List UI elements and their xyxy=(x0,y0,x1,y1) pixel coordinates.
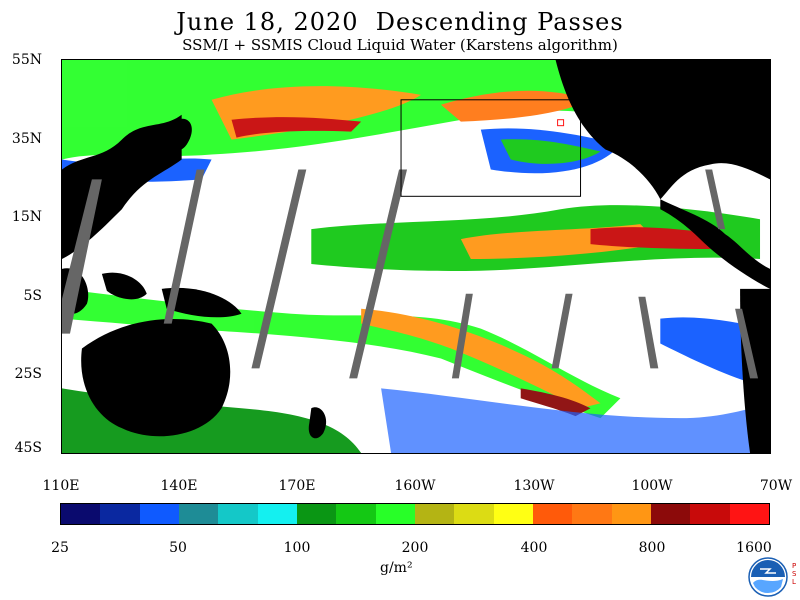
lon-label-160w: 160W xyxy=(394,478,436,494)
colorbar-swatch xyxy=(218,504,258,524)
colorbar-swatch xyxy=(493,504,533,524)
lat-label-25s: 25S xyxy=(14,366,42,382)
lon-label-130w: 130W xyxy=(513,478,555,494)
region-box xyxy=(400,99,582,197)
lon-label-140e: 140E xyxy=(160,478,198,494)
lat-label-45s: 45S xyxy=(14,440,42,456)
psl-letter: L xyxy=(792,578,796,586)
colorbar-swatch xyxy=(532,504,573,524)
units-label: g/m² xyxy=(380,560,413,576)
colorbar-swatch xyxy=(336,504,376,524)
colorbar-label-800: 800 xyxy=(638,540,666,556)
colorbar-swatch xyxy=(454,504,494,524)
colorbar-swatch xyxy=(375,504,415,524)
map-title: June 18, 2020 Descending Passes xyxy=(176,8,624,36)
colorbar-label-25: 25 xyxy=(51,540,69,556)
lon-label-170e: 170E xyxy=(278,478,316,494)
colorbar-swatch xyxy=(139,504,179,524)
colorbar-swatch xyxy=(61,504,101,524)
colorbar-swatch xyxy=(650,504,691,524)
lon-label-70w: 70W xyxy=(759,478,793,494)
colorbar-swatch xyxy=(296,504,337,524)
lon-label-100w: 100W xyxy=(631,478,673,494)
noaa-logo xyxy=(748,557,788,597)
lat-label-35n: 35N xyxy=(11,131,42,147)
colorbar-swatch xyxy=(729,504,769,524)
lat-label-15n: 15N xyxy=(11,209,42,225)
colorbar-label-100: 100 xyxy=(283,540,311,556)
colorbar-swatch xyxy=(414,504,455,524)
psl-letter: S xyxy=(792,570,797,578)
lon-label-110e: 110E xyxy=(42,478,80,494)
cloud-water-map xyxy=(61,59,771,454)
cloud-field xyxy=(62,60,770,453)
lat-label-55n: 55N xyxy=(11,52,42,68)
colorbar-swatch xyxy=(178,504,219,524)
colorbar-label-400: 400 xyxy=(520,540,548,556)
colorbar-swatch xyxy=(572,504,612,524)
colorbar xyxy=(60,503,770,525)
colorbar-swatch xyxy=(690,504,730,524)
colorbar-label-1600: 1600 xyxy=(736,540,772,556)
colorbar-label-50: 50 xyxy=(169,540,187,556)
psl-letter: P xyxy=(792,562,797,570)
colorbar-swatch xyxy=(611,504,651,524)
station-marker xyxy=(557,119,565,127)
colorbar-swatch xyxy=(257,504,297,524)
colorbar-swatch xyxy=(100,504,140,524)
lat-label-5s: 5S xyxy=(23,288,43,304)
map-subtitle: SSM/I + SSMIS Cloud Liquid Water (Karste… xyxy=(182,36,618,54)
colorbar-label-200: 200 xyxy=(401,540,429,556)
data-gaps xyxy=(62,169,759,379)
